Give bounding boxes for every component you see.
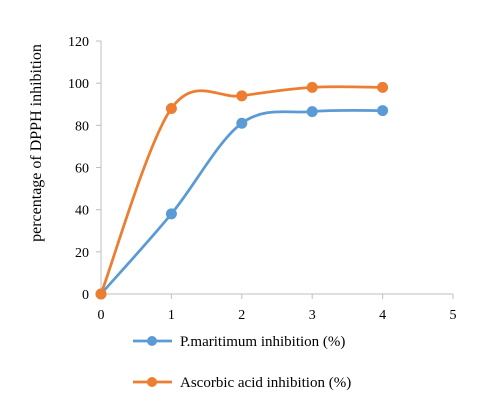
data-point bbox=[165, 102, 177, 114]
y-tick-label: 60 bbox=[75, 162, 89, 177]
data-point bbox=[236, 90, 248, 102]
legend-item: Ascorbic acid inhibition (%) bbox=[133, 375, 351, 391]
data-point bbox=[306, 106, 318, 118]
series-line bbox=[99, 85, 384, 296]
y-tick-label: 40 bbox=[75, 204, 89, 219]
legend: P.maritimum inhibition (%) Ascorbic acid … bbox=[133, 334, 351, 391]
legend-label: P.maritimum inhibition (%) bbox=[180, 334, 345, 350]
legend-label: Ascorbic acid inhibition (%) bbox=[180, 375, 351, 391]
x-tick-label: 1 bbox=[168, 308, 175, 323]
series-0 bbox=[95, 105, 389, 300]
legend-swatch-marker bbox=[147, 377, 157, 387]
y-axis-title: percentage of DPPH inhibition bbox=[28, 44, 45, 242]
y-tick-label: 120 bbox=[68, 35, 89, 50]
x-tick-label: 2 bbox=[238, 308, 245, 323]
y-tick-label: 100 bbox=[68, 77, 89, 92]
data-point bbox=[306, 81, 318, 93]
plot-area bbox=[95, 81, 389, 300]
y-tick-label: 0 bbox=[82, 288, 89, 303]
data-point bbox=[236, 117, 248, 129]
data-point bbox=[95, 288, 107, 300]
x-tick-label: 4 bbox=[379, 308, 386, 323]
axes: 0 20 40 60 80 100 120 0 1 2 3 4 5 bbox=[68, 35, 457, 323]
legend-swatch-marker bbox=[147, 336, 157, 346]
data-point bbox=[377, 81, 389, 93]
series-line bbox=[99, 109, 384, 296]
y-tick-label: 20 bbox=[75, 246, 89, 261]
data-point bbox=[165, 208, 177, 220]
y-tick-label: 80 bbox=[75, 119, 89, 134]
x-tick-label: 0 bbox=[98, 308, 105, 323]
legend-item: P.maritimum inhibition (%) bbox=[133, 334, 345, 350]
data-point bbox=[377, 105, 389, 117]
x-tick-label: 3 bbox=[309, 308, 316, 323]
series-1 bbox=[95, 81, 389, 300]
x-tick-label: 5 bbox=[450, 308, 457, 323]
